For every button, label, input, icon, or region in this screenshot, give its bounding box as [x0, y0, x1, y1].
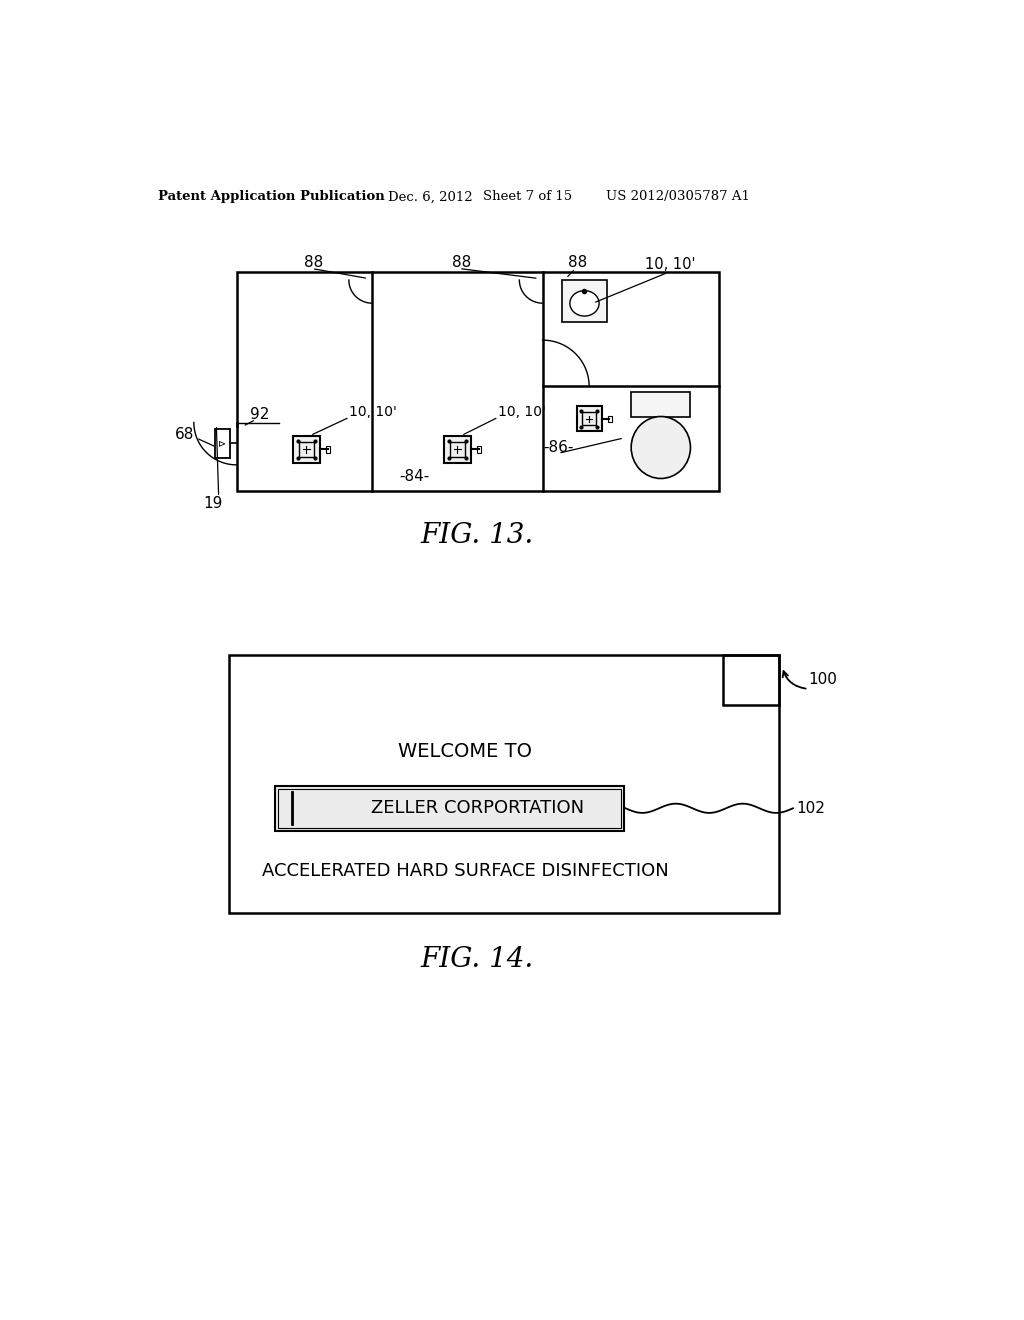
Bar: [607, 416, 611, 422]
Bar: [443, 436, 471, 463]
Text: ZELLER CORPORTATION: ZELLER CORPORTATION: [371, 800, 584, 817]
Bar: [326, 446, 330, 453]
Bar: [477, 446, 481, 453]
Text: 88: 88: [452, 255, 471, 269]
Bar: [583, 412, 596, 425]
Text: -84-: -84-: [399, 469, 430, 484]
Bar: [237, 272, 719, 491]
Text: 100: 100: [809, 672, 838, 688]
Text: 68: 68: [174, 426, 194, 442]
Text: Dec. 6, 2012: Dec. 6, 2012: [388, 190, 472, 203]
Bar: [293, 436, 319, 463]
Text: 19: 19: [204, 496, 223, 511]
Bar: [275, 785, 624, 830]
Text: FIG. 14.: FIG. 14.: [420, 945, 534, 973]
Text: US 2012/0305787 A1: US 2012/0305787 A1: [606, 190, 751, 203]
Text: 10, 10': 10, 10': [349, 405, 396, 420]
Bar: [228, 655, 779, 913]
Text: WELCOME TO: WELCOME TO: [398, 742, 532, 760]
Ellipse shape: [631, 417, 690, 478]
Bar: [723, 655, 779, 705]
Bar: [631, 392, 690, 417]
Bar: [215, 429, 230, 458]
Ellipse shape: [570, 290, 599, 315]
Bar: [577, 407, 601, 430]
Text: 88: 88: [568, 255, 587, 269]
Bar: [562, 280, 607, 322]
Text: 88: 88: [304, 255, 324, 269]
Text: ACCELERATED HARD SURFACE DISINFECTION: ACCELERATED HARD SURFACE DISINFECTION: [262, 862, 669, 879]
Text: 92: 92: [250, 408, 269, 422]
Text: Sheet 7 of 15: Sheet 7 of 15: [482, 190, 571, 203]
Bar: [450, 442, 465, 457]
Text: FIG. 13.: FIG. 13.: [420, 523, 534, 549]
Text: ⊳: ⊳: [218, 438, 226, 449]
Bar: [279, 789, 621, 828]
Text: -86-: -86-: [543, 441, 573, 455]
Text: 10, 10': 10, 10': [645, 257, 695, 272]
Bar: [299, 442, 313, 457]
Text: 102: 102: [796, 801, 825, 816]
Text: Patent Application Publication: Patent Application Publication: [158, 190, 385, 203]
Text: 10, 10': 10, 10': [498, 405, 546, 420]
